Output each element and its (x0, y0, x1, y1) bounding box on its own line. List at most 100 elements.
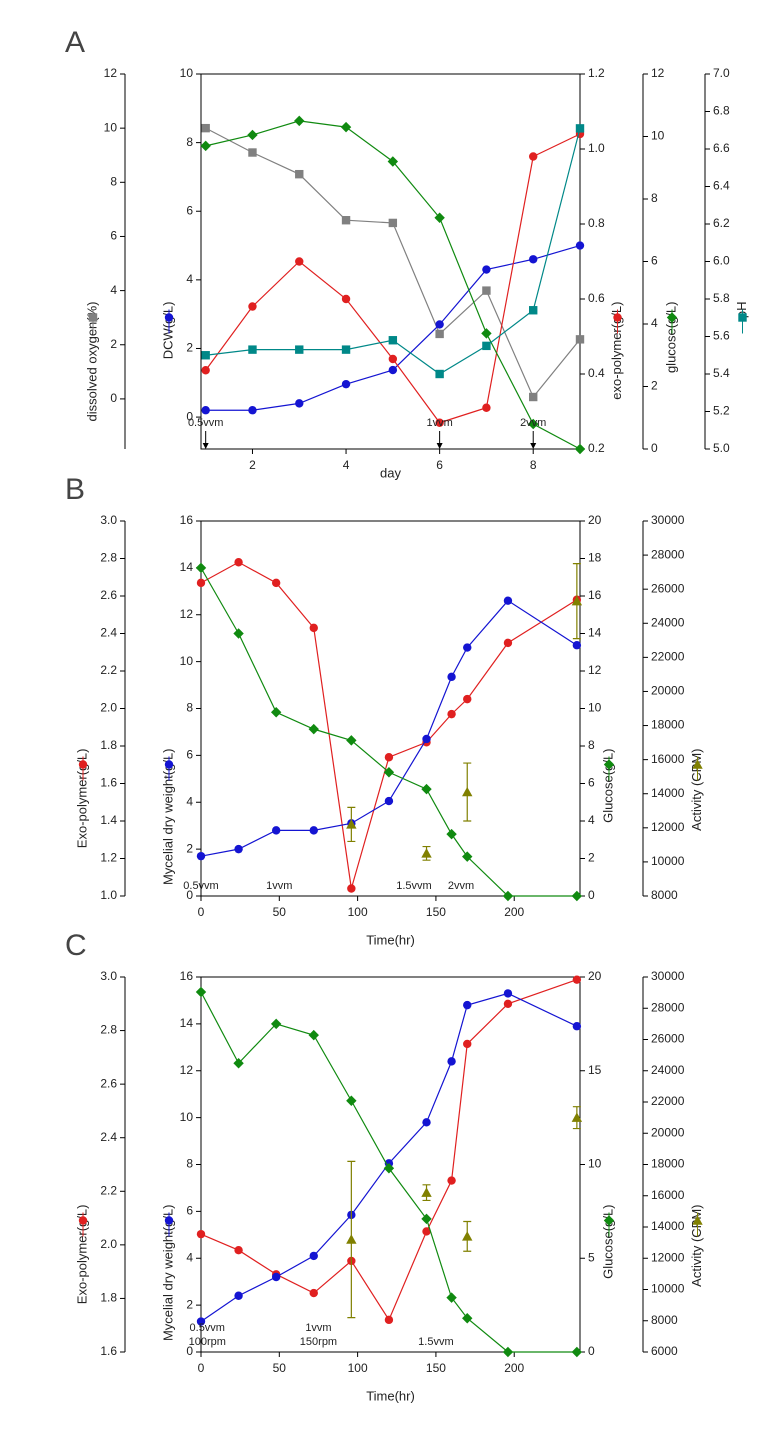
y-tick-label: 10000 (651, 854, 685, 868)
y-axis-label: Mycelial dry weight(g/L) (160, 1205, 175, 1342)
panel-label: B (65, 473, 85, 506)
data-point (502, 890, 514, 902)
data-point (201, 366, 210, 375)
y-tick-label: 2.4 (100, 1130, 117, 1144)
data-point (571, 1112, 583, 1122)
data-point (270, 1018, 282, 1030)
y-axis-label: Mycelial dry weight(g/L) (160, 749, 175, 886)
data-point (309, 1288, 318, 1298)
data-point (434, 212, 445, 223)
x-tick-label: 150 (426, 905, 446, 919)
y-tick-label: 2 (110, 337, 117, 351)
y-tick-label: 6.0 (713, 254, 730, 268)
y-tick-label: 10000 (651, 1282, 685, 1296)
x-tick-label: 50 (273, 1361, 287, 1375)
data-point (341, 379, 351, 389)
arrow-head (202, 443, 209, 449)
y-tick-label: 5 (588, 1250, 595, 1264)
y-tick-label: 8 (588, 738, 595, 752)
y-tick-label: 14000 (651, 1219, 685, 1233)
y-tick-label: 18 (588, 551, 602, 565)
legend-marker (603, 759, 615, 770)
data-point (308, 1029, 319, 1041)
x-tick-label: 200 (504, 905, 524, 919)
y-tick-label: 2 (186, 341, 193, 355)
data-point (482, 341, 491, 351)
y-tick-label: 15 (588, 1063, 602, 1077)
legend-marker (613, 313, 622, 322)
legend-marker (164, 1216, 174, 1225)
y-tick-label: 2.6 (100, 1076, 117, 1090)
data-point (196, 1229, 206, 1239)
y-axis-label: Exo-polymer(g/L) (74, 749, 89, 849)
y-tick-label: 0 (186, 888, 193, 902)
y-tick-label: 5.4 (713, 366, 730, 380)
panel-label: A (65, 26, 85, 59)
y-tick-label: 0 (651, 441, 658, 455)
data-point (234, 1246, 243, 1255)
y-tick-label: 6000 (651, 1344, 678, 1358)
y-tick-label: 6 (186, 748, 193, 762)
data-point (346, 1234, 357, 1244)
x-tick-label: 2 (249, 458, 256, 472)
y-tick-label: 6.2 (713, 216, 730, 230)
y-tick-label: 0.4 (588, 366, 605, 380)
y-tick-label: 1.2 (588, 66, 605, 80)
y-tick-label: 8 (186, 1157, 193, 1171)
data-point (201, 406, 210, 415)
y-tick-label: 0 (588, 888, 595, 902)
data-point (201, 123, 210, 133)
x-axis-label: day (380, 465, 401, 480)
y-tick-label: 12 (588, 663, 602, 677)
y-tick-label: 20000 (651, 684, 685, 698)
y-tick-label: 1.0 (588, 141, 605, 155)
data-point (346, 735, 357, 746)
data-point (341, 345, 351, 354)
y-tick-label: 10 (180, 654, 194, 668)
legend-marker (78, 1216, 88, 1225)
data-point (234, 1291, 243, 1300)
y-tick-label: 2 (588, 851, 595, 865)
data-point (248, 345, 257, 354)
y-tick-label: 14 (180, 560, 194, 574)
annotation: 2vvm (520, 417, 546, 429)
data-point (574, 443, 586, 455)
y-tick-label: 1.8 (100, 738, 117, 752)
y-tick-label: 18000 (651, 718, 685, 732)
data-point (528, 418, 539, 430)
data-point (447, 1176, 456, 1185)
y-tick-label: 26000 (651, 581, 685, 595)
data-point (435, 329, 444, 339)
data-point (482, 286, 491, 295)
y-tick-label: 1.8 (100, 1291, 117, 1305)
data-point (435, 320, 444, 329)
y-tick-label: 12 (651, 66, 665, 80)
legend-marker (692, 1215, 703, 1225)
data-point (503, 989, 513, 998)
y-tick-label: 2.2 (100, 1183, 117, 1197)
data-point (270, 707, 282, 718)
y-tick-label: 12000 (651, 820, 685, 834)
data-point (309, 826, 318, 835)
y-tick-label: 10 (104, 120, 118, 134)
data-point (384, 753, 394, 762)
y-tick-label: 8 (186, 701, 193, 715)
y-tick-label: 6 (186, 1204, 193, 1218)
y-tick-label: 5.2 (713, 404, 730, 418)
y-axis-label: exo-polymer(g/L) (609, 302, 624, 400)
data-point (422, 1227, 431, 1236)
data-point (571, 595, 583, 606)
y-axis-label: Exo-polymer(g/L) (74, 1205, 89, 1305)
y-tick-label: 1.6 (100, 1344, 117, 1358)
data-point (529, 306, 538, 315)
y-tick-label: 14 (588, 626, 602, 640)
y-tick-label: 4 (186, 1250, 193, 1264)
y-tick-label: 14 (180, 1016, 194, 1030)
legend-marker (692, 759, 703, 769)
x-axis-label: Time(hr) (366, 1388, 415, 1403)
x-tick-label: 100 (348, 905, 368, 919)
y-axis-label: dissolved oxygen(%) (84, 302, 99, 422)
y-tick-label: 8 (651, 191, 658, 205)
